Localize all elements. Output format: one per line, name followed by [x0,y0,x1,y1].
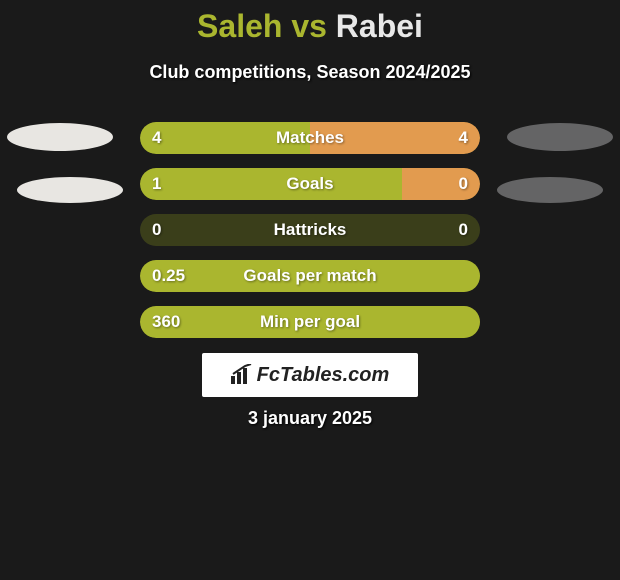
brand-chart-icon [231,364,253,384]
page-title: Saleh vs Rabei [0,8,620,45]
stat-label: Hattricks [140,214,480,246]
brand-badge: FcTables.com [202,353,418,397]
stat-label: Min per goal [140,306,480,338]
stat-label: Goals [140,168,480,200]
stat-row-goals-per-match: 0.25Goals per match [140,260,480,292]
player1-name: Saleh [197,8,282,44]
stat-row-matches: 44Matches [140,122,480,154]
stat-row-goals: 10Goals [140,168,480,200]
player1-silhouette-body [17,177,123,203]
player2-silhouette-body [497,177,603,203]
subtitle: Club competitions, Season 2024/2025 [0,62,620,83]
stats-rows: 44Matches 10Goals 00Hattricks 0.25Goals per… [140,122,480,352]
brand-text: FcTables.com [257,364,390,386]
player2-name: Rabei [336,8,423,44]
vs-text: vs [291,8,327,44]
stat-label: Goals per match [140,260,480,292]
player1-silhouette-head [7,123,113,151]
player2-silhouette-head [507,123,613,151]
stat-label: Matches [140,122,480,154]
generated-date: 3 january 2025 [0,408,620,429]
stat-row-min-per-goal: 360Min per goal [140,306,480,338]
stat-row-hattricks: 00Hattricks [140,214,480,246]
